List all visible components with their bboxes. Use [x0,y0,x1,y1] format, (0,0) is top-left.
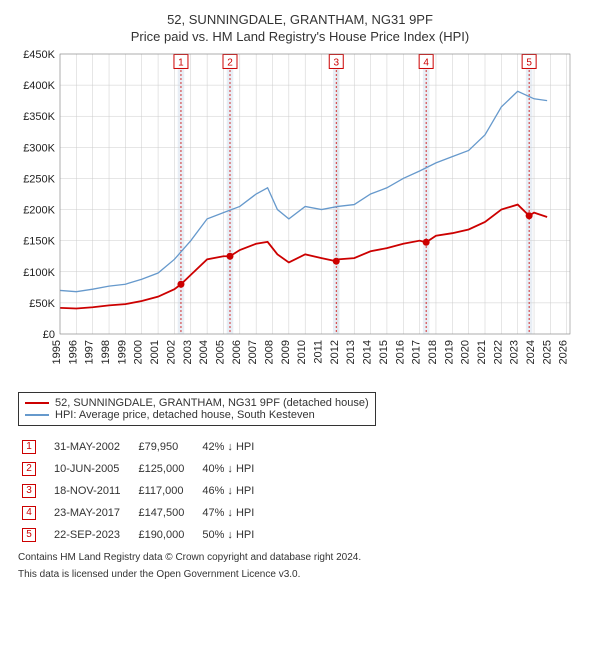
price-chart: £0 £50K £100K £150K £200K £250K £300K £350K £400… [10,46,580,384]
svg-text:2023: 2023 [509,340,521,364]
marker-badge: 4 [22,506,36,520]
footer-line1: Contains HM Land Registry data © Crown c… [18,552,590,563]
legend-item: HPI: Average price, detached house, Sout… [25,409,369,421]
legend-label: HPI: Average price, detached house, Sout… [55,409,315,421]
svg-text:1995: 1995 [51,340,63,364]
footer-line2: This data is licensed under the Open Gov… [18,569,590,580]
svg-text:£100K: £100K [23,267,55,279]
page-title-line2: Price paid vs. HM Land Registry's House … [10,29,590,44]
marker-badge: 5 [22,528,36,542]
svg-text:1999: 1999 [116,340,128,364]
svg-text:2: 2 [227,57,233,68]
svg-text:2024: 2024 [525,340,537,364]
legend: 52, SUNNINGDALE, GRANTHAM, NG31 9PF (det… [18,392,376,426]
svg-text:2004: 2004 [198,340,210,364]
marker-badge: 2 [22,462,36,476]
svg-text:£150K: £150K [23,236,55,248]
sale-delta: 47% ↓ HPI [198,502,268,524]
sale-price: £190,000 [134,524,198,546]
svg-text:1: 1 [178,57,184,68]
sale-price: £147,500 [134,502,198,524]
svg-text:£400K: £400K [23,80,55,92]
svg-text:2003: 2003 [182,340,194,364]
svg-text:1998: 1998 [100,340,112,364]
svg-text:2021: 2021 [476,340,488,364]
legend-item: 52, SUNNINGDALE, GRANTHAM, NG31 9PF (det… [25,397,369,409]
sale-delta: 42% ↓ HPI [198,436,268,458]
svg-text:£0: £0 [43,329,55,341]
sale-date: 22-SEP-2023 [50,524,134,546]
svg-text:£250K: £250K [23,173,55,185]
table-row: 4 23-MAY-2017 £147,500 47% ↓ HPI [18,502,268,524]
legend-swatch [25,402,49,404]
svg-text:2014: 2014 [362,340,374,364]
svg-text:2006: 2006 [231,340,243,364]
svg-text:2018: 2018 [427,340,439,364]
sale-delta: 50% ↓ HPI [198,524,268,546]
sale-delta: 46% ↓ HPI [198,480,268,502]
svg-text:2025: 2025 [541,340,553,364]
sale-price: £79,950 [134,436,198,458]
chart-container: £0 £50K £100K £150K £200K £250K £300K £350K £400… [10,46,590,384]
svg-text:2005: 2005 [214,340,226,364]
sale-date: 23-MAY-2017 [50,502,134,524]
svg-text:5: 5 [526,57,532,68]
sale-delta: 40% ↓ HPI [198,458,268,480]
sale-price: £125,000 [134,458,198,480]
svg-text:£450K: £450K [23,49,55,61]
svg-text:2026: 2026 [558,340,570,364]
svg-text:£350K: £350K [23,111,55,123]
marker-badge: 1 [22,440,36,454]
sale-date: 10-JUN-2005 [50,458,134,480]
table-row: 2 10-JUN-2005 £125,000 40% ↓ HPI [18,458,268,480]
svg-text:2022: 2022 [492,340,504,364]
table-row: 3 18-NOV-2011 £117,000 46% ↓ HPI [18,480,268,502]
svg-text:£200K: £200K [23,205,55,217]
svg-text:2020: 2020 [460,340,472,364]
svg-text:1997: 1997 [84,340,96,364]
svg-text:2019: 2019 [443,340,455,364]
marker-badge: 3 [22,484,36,498]
svg-text:3: 3 [333,57,339,68]
svg-text:2012: 2012 [329,340,341,364]
table-row: 1 31-MAY-2002 £79,950 42% ↓ HPI [18,436,268,458]
svg-text:2008: 2008 [264,340,276,364]
sale-date: 31-MAY-2002 [50,436,134,458]
svg-text:2015: 2015 [378,340,390,364]
svg-text:2009: 2009 [280,340,292,364]
svg-text:2002: 2002 [165,340,177,364]
legend-swatch [25,414,49,416]
svg-text:1996: 1996 [67,340,79,364]
svg-text:2017: 2017 [411,340,423,364]
svg-text:£50K: £50K [29,298,55,310]
svg-text:4: 4 [423,57,429,68]
svg-text:2016: 2016 [394,340,406,364]
legend-label: 52, SUNNINGDALE, GRANTHAM, NG31 9PF (det… [55,397,369,409]
sale-price: £117,000 [134,480,198,502]
svg-text:2011: 2011 [313,340,325,364]
svg-text:2007: 2007 [247,340,259,364]
svg-text:2010: 2010 [296,340,308,364]
page-title-line1: 52, SUNNINGDALE, GRANTHAM, NG31 9PF [10,12,590,27]
svg-text:2000: 2000 [133,340,145,364]
svg-text:2013: 2013 [345,340,357,364]
sales-table: 1 31-MAY-2002 £79,950 42% ↓ HPI 2 10-JUN… [18,436,268,546]
svg-text:£300K: £300K [23,142,55,154]
table-row: 5 22-SEP-2023 £190,000 50% ↓ HPI [18,524,268,546]
sale-date: 18-NOV-2011 [50,480,134,502]
svg-text:2001: 2001 [149,340,161,364]
